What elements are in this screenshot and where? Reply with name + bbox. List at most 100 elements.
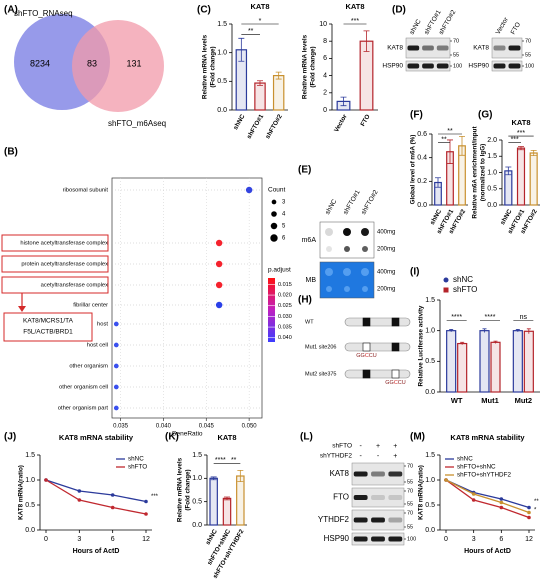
legend-label: shFTO (453, 285, 477, 294)
lane-label: shNC (324, 198, 338, 216)
blot-band (407, 45, 420, 51)
treatment-label: shFTO (332, 443, 352, 450)
bar (512, 330, 523, 393)
blot-dot (325, 268, 333, 276)
marker-label: 55 (407, 524, 413, 530)
error-bar (257, 80, 263, 86)
site (391, 317, 400, 327)
bar (209, 477, 218, 526)
y-axis-label: Relative mRNA levels (302, 34, 309, 99)
blot-row-label: HSP90 (324, 534, 350, 543)
blot-dot (361, 268, 369, 276)
y-axis-label: (Fold change) (310, 46, 317, 87)
point (527, 505, 531, 510)
venn-count: 131 (126, 58, 141, 68)
bar (479, 330, 490, 393)
y-axis-label: Relative mRNA levels (202, 34, 209, 99)
marker-label: 70 (407, 488, 413, 494)
blot-row-label: HSP90 (468, 63, 489, 70)
amount-label: 400mg (377, 270, 395, 276)
legend-label: shFTO+shYTHDF2 (457, 472, 511, 479)
venn-right-label: shFTO_m6Aseq (108, 119, 166, 128)
error-bar (210, 476, 217, 481)
y-tick-label: 0 (323, 107, 327, 114)
treatment-sign: - (359, 443, 362, 450)
y-axis-label: Global level of m6A (%) (410, 135, 417, 205)
y-tick-label: 6 (323, 55, 327, 62)
y-tick-label: 0.0 (25, 527, 35, 534)
error-bar (505, 166, 512, 176)
blot-band (371, 536, 385, 542)
blot-band (371, 495, 385, 500)
panel-label: (D) (392, 5, 406, 16)
blot-dot (325, 228, 333, 236)
y-tick-label: 10 (319, 21, 327, 28)
panel-label: (L) (300, 432, 313, 443)
sig-label: ** (248, 28, 254, 35)
blot-background (351, 487, 405, 508)
site (391, 369, 400, 379)
y-axis-label: KAT8 mRNA(ratio) (18, 465, 25, 520)
bar (236, 475, 245, 526)
x-tick-label: 6 (111, 536, 115, 543)
error-bar (363, 30, 370, 52)
y-tick-label: 0.6 (417, 131, 427, 138)
blot-band (422, 63, 434, 69)
size-key (270, 234, 278, 242)
legend-title: Count (268, 187, 286, 194)
sig-label: ns (520, 314, 528, 321)
construct-label: Mut1 site206 (305, 344, 337, 350)
term-label: fibrillar center (73, 303, 108, 309)
error-bar (237, 470, 244, 482)
bar (254, 82, 266, 111)
blot-band (493, 45, 506, 51)
lane-label: shFTO#1 (342, 189, 362, 216)
x-axis-label: GeneRatio (171, 431, 202, 438)
bar (516, 147, 526, 206)
membrane (319, 261, 375, 299)
legend-marker (443, 287, 449, 293)
sig-label: *** (151, 494, 159, 500)
marker-label: 100 (407, 536, 416, 542)
chart-title: KAT8 mRNA stability (59, 433, 134, 442)
highlight-box (1, 234, 109, 252)
blot-band (508, 63, 521, 69)
chart-title: KAT8 (250, 2, 269, 11)
blot-band (508, 45, 521, 51)
blot-band (388, 536, 403, 542)
site (362, 369, 371, 379)
marker-label: 70 (407, 463, 413, 469)
blot-band (493, 63, 506, 69)
y-tick-label: 1.5 (425, 297, 435, 304)
point (144, 512, 148, 516)
panel-label: (C) (197, 5, 211, 16)
marker-label: 55 (407, 479, 413, 485)
error-bar (493, 340, 498, 344)
size-key-label: 4 (282, 212, 286, 218)
treatment-label: shYTHDF2 (320, 453, 353, 460)
point (527, 515, 531, 520)
term-label: host (97, 322, 108, 328)
blot-band (388, 471, 403, 477)
legend-label: shNC (128, 456, 144, 463)
sig-label: *** (517, 130, 525, 137)
treatment-sign: - (359, 453, 362, 460)
x-tick-label: 3 (472, 536, 476, 543)
construct (344, 342, 411, 352)
legend-title: p.adjust (268, 267, 291, 274)
blot-row-label: HSP90 (382, 63, 403, 70)
bar (457, 342, 468, 393)
panel-label: (I) (410, 267, 419, 278)
y-tick-label: 1.5 (217, 21, 227, 28)
color-tick-label: 0.030 (278, 314, 292, 320)
point (499, 497, 504, 501)
mutant-sequence: GGCCU (385, 380, 406, 386)
size-key (271, 211, 277, 217)
y-tick-label: 1.0 (192, 475, 202, 482)
x-tick-label: shFTO#2 (264, 113, 284, 140)
error-bar (526, 328, 531, 334)
y-tick-label: 0.5 (487, 186, 497, 193)
dot (113, 342, 119, 348)
site (362, 342, 371, 352)
